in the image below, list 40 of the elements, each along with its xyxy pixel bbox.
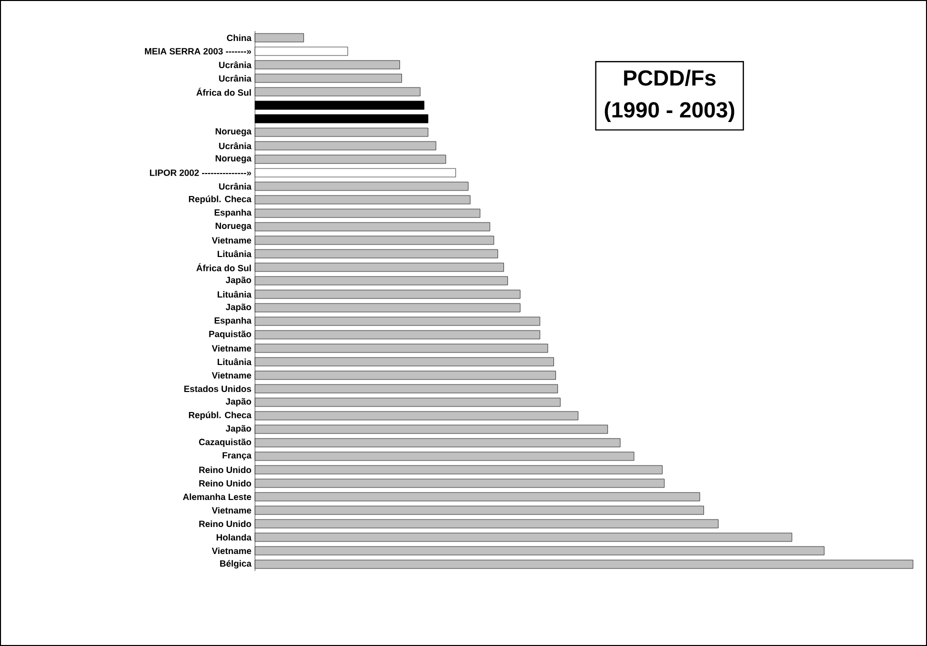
y-tick-label: Vietname	[212, 344, 252, 352]
y-tick-label: Paquistão	[209, 330, 252, 339]
y-tick-label: Noruega	[216, 128, 252, 136]
y-tick-label: Lituânia	[218, 250, 252, 258]
y-tick-label: Alemanha Leste	[182, 493, 252, 500]
y-tick-label: Vietname	[212, 547, 252, 554]
y-tick-label: Japão	[226, 304, 252, 312]
y-tick-label: Reino Unido	[199, 466, 252, 474]
y-tick-label: Lituânia	[218, 290, 252, 298]
y-tick-label: Noruega	[216, 222, 252, 231]
y-tick-label: Japão	[226, 425, 252, 434]
y-tick-label: Holanda	[216, 534, 252, 541]
text: (1990 - 2003)	[604, 102, 734, 122]
y-tick-label: Lituânia	[218, 358, 252, 366]
y-tick-label: Reino Unido	[199, 480, 252, 487]
y-tick-label: Estados Unidos	[184, 385, 252, 392]
y-tick-label: África do Sul	[196, 88, 251, 96]
y-tick-label: Vietname	[212, 506, 252, 514]
y-tick-label: Noruega	[216, 155, 252, 164]
y-tick-label: França	[222, 452, 252, 460]
y-tick-label: Espanha	[214, 209, 252, 218]
y-tick-label: Cazaquistão	[199, 438, 252, 447]
y-tick-label: Japão	[226, 398, 252, 406]
y-tick-label: Reino Unido	[199, 520, 252, 528]
y-tick-label: China	[226, 34, 252, 42]
y-tick-label: Repúbl. Checa	[188, 412, 252, 420]
y-tick-label: Repúbl. Checa	[188, 196, 252, 204]
y-tick-label: Ucrânia	[219, 61, 252, 68]
y-tick-label: Ucrânia	[219, 74, 252, 82]
y-tick-label: Vietname	[212, 372, 252, 379]
y-tick-label: Espanha	[214, 317, 252, 326]
y-tick-label: Vietname	[212, 236, 252, 244]
y-tick-label: Ucrânia	[219, 182, 252, 190]
y-tick-label: LIPOR 2002 ---------------»	[150, 170, 252, 176]
y-tick-label: África do Sul	[196, 263, 251, 272]
text: PCDD/Fs	[624, 70, 716, 86]
y-tick-label: Ucrânia	[219, 142, 252, 150]
y-tick-label: MEIA SERRA 2003 -------»	[144, 48, 252, 54]
y-tick-label: Japão	[226, 276, 252, 285]
y-tick-label: Bélgica	[220, 560, 252, 568]
